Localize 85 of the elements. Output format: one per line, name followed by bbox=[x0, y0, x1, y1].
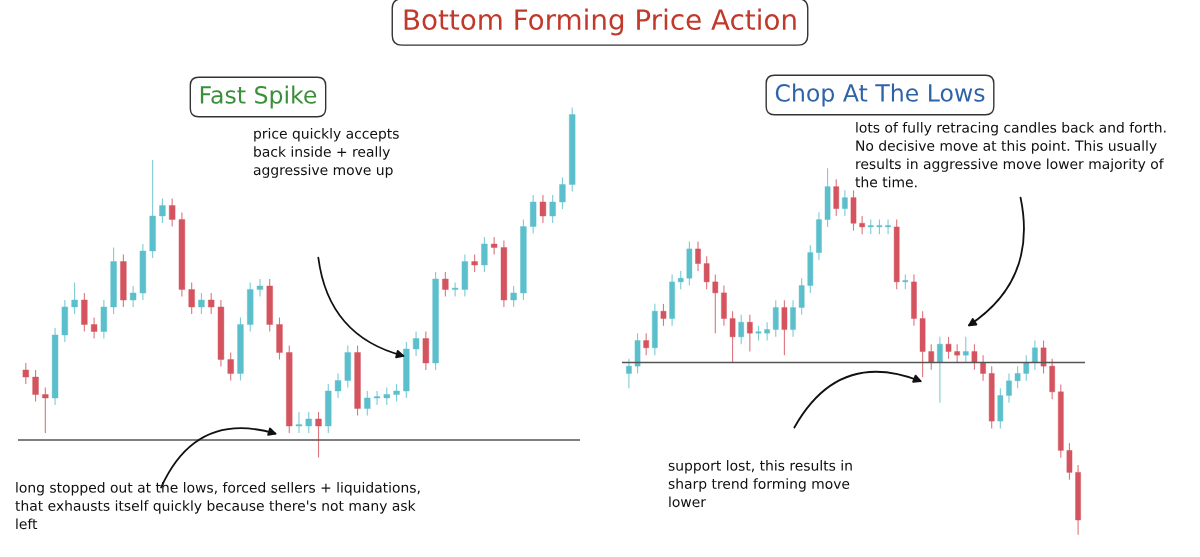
candlestick bbox=[807, 244, 814, 294]
candlestick bbox=[120, 253, 127, 308]
candlestick bbox=[286, 344, 293, 434]
candlestick bbox=[798, 277, 805, 316]
candlestick bbox=[824, 167, 831, 228]
annotation: lots of fully retracing candles back and forth. No decisive move at this point. This usually results in aggressive move lower majority of the time. bbox=[855, 122, 1166, 188]
candlestick bbox=[217, 299, 225, 368]
candlestick bbox=[729, 310, 736, 364]
candlestick bbox=[747, 314, 753, 353]
candlestick bbox=[227, 351, 234, 382]
candlestick bbox=[247, 281, 254, 333]
candlestick bbox=[354, 344, 361, 417]
candlestick bbox=[643, 332, 649, 356]
candlestick bbox=[1058, 383, 1064, 459]
candlestick bbox=[188, 281, 195, 315]
candlestick bbox=[893, 219, 900, 290]
candlestick bbox=[530, 194, 537, 235]
chart-title: Fast Spike bbox=[200, 85, 317, 109]
candlestick bbox=[42, 386, 49, 434]
candlestick bbox=[256, 278, 264, 298]
candlestick bbox=[1040, 339, 1047, 375]
candlestick bbox=[276, 316, 283, 361]
text: long stopped out at the lows, forced sellers + liquidations, that exhausts itself quickly because there's not many ask left bbox=[15, 482, 420, 530]
candlestick bbox=[422, 330, 429, 371]
candlestick bbox=[772, 299, 779, 338]
candlestick bbox=[850, 189, 857, 232]
candlestick bbox=[660, 303, 667, 327]
candlestick bbox=[81, 292, 88, 333]
candlestick bbox=[159, 197, 166, 224]
candlestick bbox=[208, 292, 215, 315]
candlestick bbox=[634, 332, 641, 375]
candlestick bbox=[539, 194, 547, 224]
candlestick bbox=[32, 369, 39, 403]
candlestick bbox=[971, 343, 978, 371]
candlestick bbox=[885, 219, 891, 235]
candlestick bbox=[198, 292, 205, 315]
chart-title: Chop At The Lows bbox=[775, 83, 985, 107]
candlestick bbox=[169, 197, 176, 228]
candlestick bbox=[686, 241, 693, 287]
candlestick bbox=[569, 106, 576, 193]
candlestick bbox=[110, 246, 117, 315]
candlestick bbox=[510, 285, 517, 308]
candlestick bbox=[344, 344, 351, 389]
candlestick bbox=[334, 372, 342, 399]
candlestick bbox=[781, 299, 788, 356]
candlestick bbox=[491, 236, 498, 256]
candlestick bbox=[237, 316, 244, 382]
candlestick bbox=[833, 178, 840, 217]
candlestick bbox=[703, 255, 710, 290]
candlestick bbox=[295, 411, 303, 434]
candlestick bbox=[919, 310, 926, 378]
candlestick bbox=[755, 325, 762, 342]
candlestick bbox=[451, 281, 459, 298]
candlestick bbox=[403, 341, 410, 399]
candlestick bbox=[325, 383, 332, 434]
candlestick bbox=[997, 387, 1004, 429]
candlestick bbox=[315, 411, 322, 459]
candlestick bbox=[373, 390, 381, 406]
candlestick bbox=[520, 218, 527, 301]
candlestick bbox=[71, 281, 78, 315]
candlestick bbox=[1014, 365, 1021, 389]
candlestick bbox=[677, 270, 684, 290]
annotation: support lost, this results in sharp trend forming move lower bbox=[668, 460, 852, 508]
text: Bottom Forming Price Action bbox=[404, 8, 796, 36]
candlestick bbox=[51, 327, 59, 406]
candlestick bbox=[266, 278, 273, 333]
candlestick bbox=[712, 274, 719, 334]
candlestick bbox=[988, 365, 995, 429]
candlestick bbox=[61, 299, 68, 343]
candlestick bbox=[22, 362, 29, 385]
candlestick bbox=[129, 285, 137, 308]
candlestick bbox=[442, 271, 449, 298]
candlestick bbox=[305, 411, 312, 434]
candlestick bbox=[1066, 442, 1073, 481]
candlestick bbox=[364, 390, 371, 417]
annotation: price quickly accepts back inside + really aggressive move up bbox=[253, 128, 399, 178]
candlestick bbox=[954, 343, 960, 364]
candlestick bbox=[945, 336, 952, 360]
candlestick bbox=[559, 176, 566, 210]
candlestick bbox=[962, 336, 969, 364]
candlestick bbox=[432, 271, 439, 371]
candlestick bbox=[1023, 354, 1030, 382]
candlestick bbox=[481, 236, 488, 273]
candlestick bbox=[149, 159, 156, 259]
candlestick bbox=[549, 194, 556, 224]
